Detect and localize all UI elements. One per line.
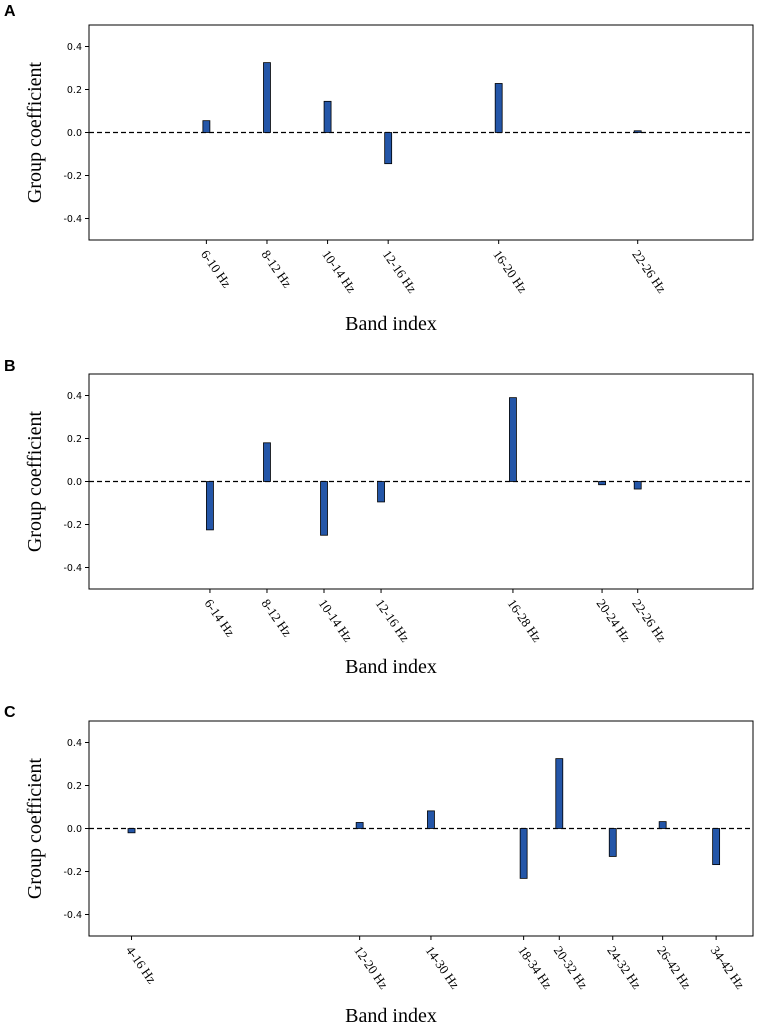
bar-8-12-hz <box>263 62 271 133</box>
x-tick-label: 6-10 Hz <box>198 247 235 290</box>
panel-a: A 0.4 0.2 0.0 -0.2 -0.4 6-10 Hz 8-12 Hz 10-14 Hz… <box>4 3 754 335</box>
x-tick-label: 16-28 Hz <box>504 596 544 645</box>
bar-14-30-hz <box>427 810 435 829</box>
y-tick-label: -0.2 <box>63 171 82 182</box>
panel-b: B 0.4 0.2 0.0 -0.2 -0.4 6-14 Hz 8-12 Hz 10-14 Hz… <box>4 358 754 678</box>
bar-18-34-hz <box>519 828 528 879</box>
panel-letter: C <box>4 704 16 721</box>
bar-8-12-hz <box>263 442 271 482</box>
y-axis-label: Group coefficient <box>24 61 46 203</box>
x-tick-label: 14-30 Hz <box>422 943 462 992</box>
y-tick-label: 0.0 <box>67 128 82 139</box>
y-axis-label: Group coefficient <box>24 410 46 552</box>
y-tick-label: -0.2 <box>63 520 82 531</box>
x-tick-label: 20-24 Hz <box>594 596 634 645</box>
y-axis-label: Group coefficient <box>24 757 46 899</box>
x-tick-label: 22-26 Hz <box>629 247 669 296</box>
bar-26-42-hz <box>658 821 667 829</box>
bar-22-26-hz <box>633 481 642 490</box>
bar-34-42-hz <box>712 828 721 866</box>
y-tick-label: 0.0 <box>67 824 82 835</box>
x-tick-label: 12-16 Hz <box>380 247 420 296</box>
bar-4-16-hz <box>127 828 136 834</box>
bar-20-32-hz <box>555 758 564 829</box>
x-axis-label: Band index <box>345 313 437 335</box>
y-tick-label: -0.4 <box>63 910 82 921</box>
y-tick-label: -0.2 <box>63 867 82 878</box>
panel-letter: A <box>4 3 16 20</box>
x-tick-label: 6-14 Hz <box>201 596 238 639</box>
bar-16-20-hz <box>494 83 503 133</box>
y-tick-label: 0.4 <box>67 738 82 749</box>
y-tick-label: -0.4 <box>63 563 82 574</box>
x-tick-label: 4-16 Hz <box>123 943 160 986</box>
panel-letter: B <box>4 358 16 375</box>
bar-12-16-hz <box>377 481 385 503</box>
x-tick-label: 12-20 Hz <box>351 943 391 992</box>
bar-12-16-hz <box>384 132 393 165</box>
bar-10-14-hz <box>320 481 328 536</box>
y-tick-label: 0.2 <box>67 85 82 96</box>
x-tick-label: 8-12 Hz <box>259 596 296 639</box>
bar-22-26-hz <box>633 130 642 133</box>
bar-16-28-hz <box>509 397 517 482</box>
bar-24-32-hz <box>608 828 617 857</box>
y-tick-label: 0.4 <box>67 391 82 402</box>
x-axis-label: Band index <box>345 1005 437 1027</box>
x-tick-label: 34-42 Hz <box>708 943 748 992</box>
y-tick-label: 0.2 <box>67 781 82 792</box>
bar-12-20-hz <box>355 822 364 829</box>
x-tick-label: 8-12 Hz <box>259 247 296 290</box>
x-axis-label: Band index <box>345 656 437 678</box>
panel-c: C 0.4 0.2 0.0 -0.2 -0.4 4-16 Hz 12-20 Hz 14-30 H… <box>4 704 754 1027</box>
bar-6-10-hz <box>202 120 211 133</box>
bar-10-14-hz <box>323 100 332 133</box>
x-tick-label: 12-16 Hz <box>373 596 413 645</box>
bar-20-24-hz <box>598 481 606 486</box>
x-tick-label: 24-32 Hz <box>604 943 644 992</box>
x-tick-label: 16-20 Hz <box>490 247 530 296</box>
x-tick-label: 26-42 Hz <box>654 943 694 992</box>
y-tick-label: 0.4 <box>67 42 82 53</box>
x-tick-label: 22-26 Hz <box>629 596 669 645</box>
y-tick-label: -0.4 <box>63 214 82 225</box>
y-tick-label: 0.0 <box>67 477 82 488</box>
bar-6-14-hz <box>206 481 214 531</box>
x-tick-label: 10-14 Hz <box>319 247 359 296</box>
x-tick-label: 10-14 Hz <box>316 596 356 645</box>
x-tick-label: 20-32 Hz <box>551 943 591 992</box>
y-tick-label: 0.2 <box>67 434 82 445</box>
x-tick-label: 18-34 Hz <box>515 943 555 992</box>
